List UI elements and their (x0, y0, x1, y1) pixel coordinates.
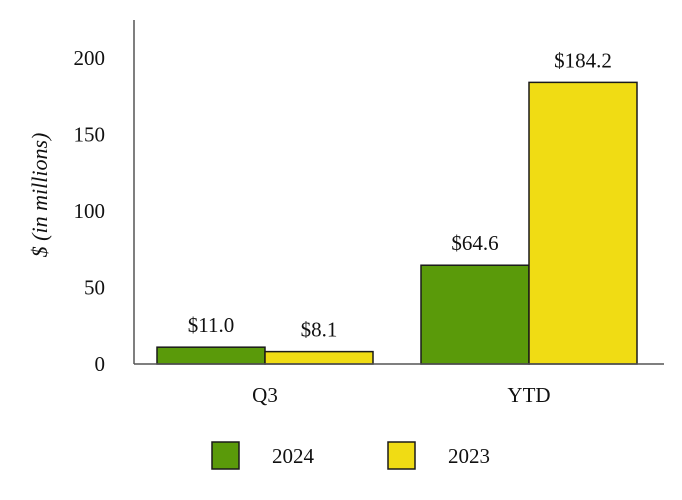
data-label-2023-q3: $8.1 (301, 318, 338, 342)
bars (156, 81, 638, 365)
category-labels: Q3 YTD (252, 383, 550, 407)
y-tick-label: 0 (95, 352, 106, 376)
legend: 2024 2023 (211, 441, 490, 470)
data-label-2024-q3: $11.0 (188, 313, 234, 337)
y-tick-label: 100 (74, 199, 106, 223)
y-axis-ticks: 0 50 100 150 200 (74, 46, 106, 376)
data-label-2023-ytd: $184.2 (554, 48, 612, 72)
data-labels: $11.0 $8.1 $64.6 $184.2 (188, 48, 612, 341)
data-label-2024-ytd: $64.6 (451, 231, 498, 255)
y-tick-label: 200 (74, 46, 106, 70)
legend-label-2024: 2024 (272, 444, 315, 468)
category-label-ytd: YTD (507, 383, 550, 407)
bar-2024-q3 (156, 346, 266, 365)
bar-2023-q3 (264, 350, 374, 365)
legend-swatch-2024 (211, 441, 240, 470)
bar-2023-ytd (528, 81, 638, 365)
y-axis-title: $ (in millions) (27, 133, 52, 258)
y-tick-label: 150 (74, 123, 106, 147)
bar-2024-ytd (420, 264, 530, 365)
legend-swatch-2023 (387, 441, 416, 470)
y-tick-label: 50 (84, 276, 105, 300)
legend-label-2023: 2023 (448, 444, 490, 468)
category-label-q3: Q3 (252, 383, 278, 407)
